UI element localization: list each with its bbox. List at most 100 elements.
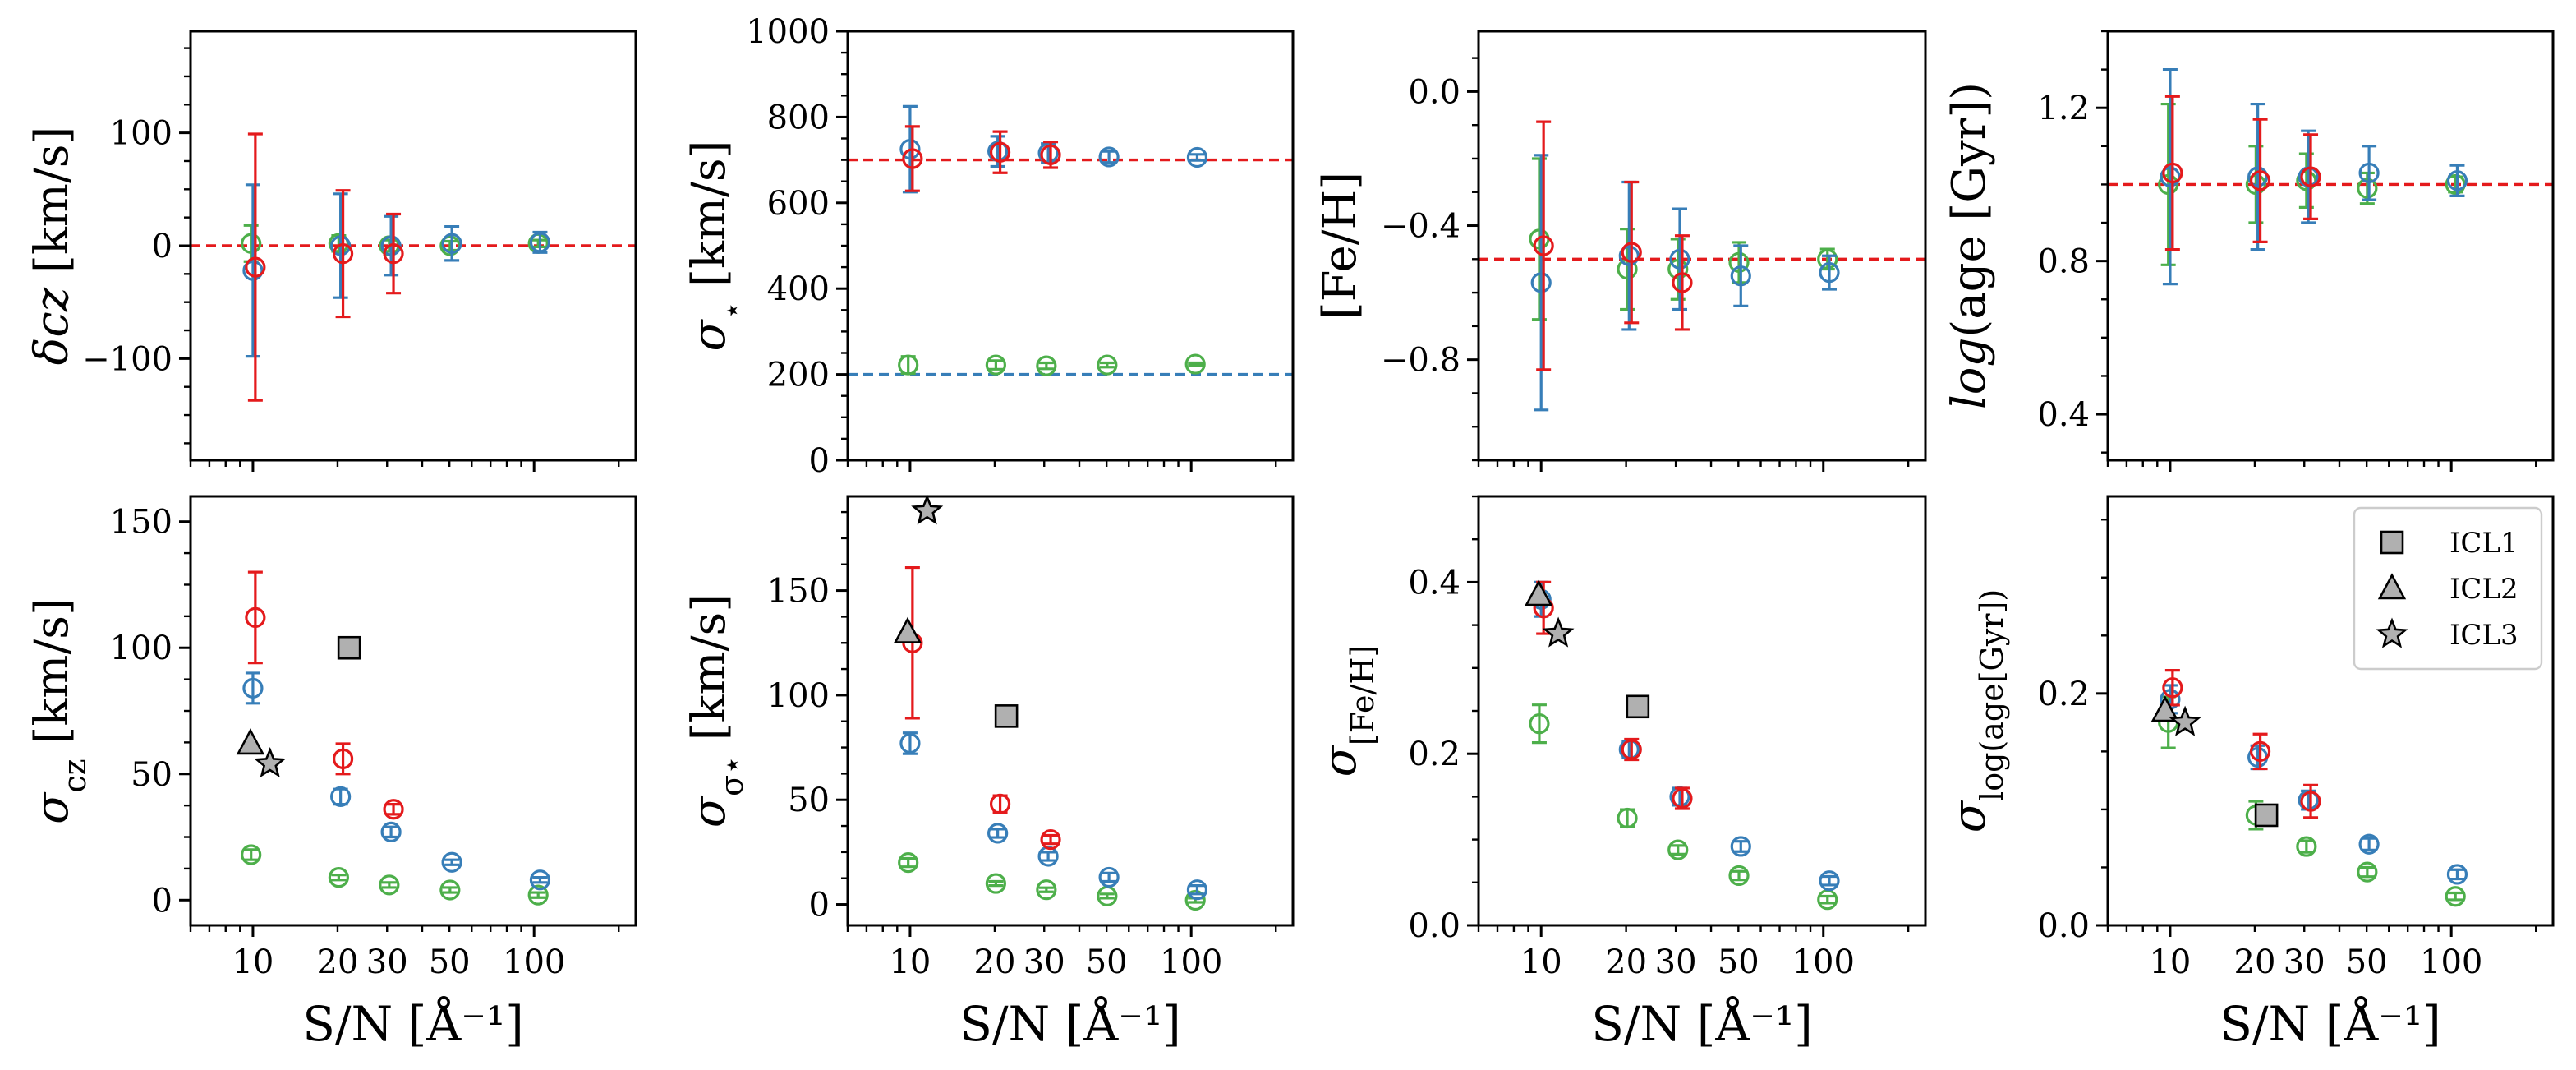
axes-frame: [1477, 30, 1927, 462]
y-tick-label: 1.2: [2037, 90, 2090, 127]
data-point-red: [2249, 170, 2271, 191]
data-point-green: [898, 354, 919, 376]
data-point-green: [2357, 861, 2378, 883]
data-point-blue: [1730, 836, 1751, 857]
axes-frame: [189, 30, 637, 462]
y-axis-label: σlog(age[Gyr]): [1943, 589, 2010, 832]
x-tick-label: 30: [1655, 943, 1697, 981]
ylabel-subscript: [Fe/H]: [1345, 645, 1381, 745]
data-point-red: [1040, 144, 1061, 165]
data-point-green: [379, 874, 400, 896]
ylabel-part: σ: [683, 795, 736, 828]
y-axis-label: σcz [km/s]: [25, 597, 93, 824]
data-point-red: [1621, 739, 1642, 760]
data-point-green: [1817, 248, 1838, 270]
reference-marker-icl2: [236, 728, 265, 755]
data-point-blue: [330, 786, 352, 808]
data-point-blue: [242, 677, 264, 699]
y-tick-label: 150: [110, 504, 172, 542]
panel-sigma-log-age: 10 20 30 50 100 0.0 0.2 σlog(age[Gyr]) S/N [Å⁻¹]…: [1943, 495, 2555, 1052]
axes-frame: [846, 30, 1295, 462]
ylabel-subscript: σ⋆: [714, 755, 750, 796]
data-point-blue: [1819, 870, 1840, 892]
data-point-green: [439, 879, 461, 901]
data-point-green: [985, 354, 1006, 376]
y-tick-label: 0.4: [2037, 396, 2090, 434]
y-tick-label: 200: [767, 357, 830, 394]
y-tick-label: 0: [809, 887, 830, 925]
x-tick-label: 50: [2346, 943, 2388, 981]
data-point-red: [1533, 235, 1554, 256]
legend-marker-icl2: [2377, 573, 2407, 600]
reference-marker-icl1: [2254, 803, 2279, 828]
data-point-red: [2162, 162, 2183, 184]
reference-marker-icl1: [337, 635, 361, 660]
ylabel-part: σ: [1313, 744, 1367, 777]
x-tick-label: 50: [429, 943, 471, 981]
y-tick-label: 0.8: [2037, 243, 2090, 281]
legend-label-icl1: ICL1: [2450, 527, 2518, 560]
data-point-red: [2162, 677, 2183, 699]
data-point-green: [241, 233, 262, 254]
panel-sigma-cz: 10 20 30 50 100 0 50 100 150 σcz [km/s] S/N [Å⁻¹]: [25, 495, 637, 1052]
axes-frame: [1477, 495, 1927, 927]
y-tick-label: 800: [767, 99, 830, 136]
x-tick-label: 100: [2420, 943, 2482, 981]
reference-marker-icl2: [893, 616, 922, 643]
y-tick-label: 0: [809, 442, 830, 480]
data-point-blue: [899, 732, 921, 754]
y-axis-label: [Fe/H]: [1313, 172, 1367, 320]
data-point-green: [439, 235, 461, 256]
data-point-blue: [242, 260, 264, 281]
y-tick-label: 400: [767, 270, 830, 308]
data-point-green: [898, 852, 919, 874]
panel-sigma-fe-h: 10 20 30 50 100 0.0 0.2 0.4 σ[Fe/H] S/N [Å⁻¹]: [1313, 495, 1927, 1052]
y-tick-label: 0.2: [1408, 736, 1460, 773]
panel-fe-h: −0.8 −0.4 0.0 [Fe/H]: [1313, 30, 1927, 472]
y-tick-label: 0: [152, 882, 172, 920]
data-point-blue: [1037, 142, 1059, 164]
ylabel-part: (age [Gyr]): [1943, 82, 1996, 338]
data-point-green: [2357, 178, 2378, 199]
reference-marker-icl3: [1542, 616, 1575, 648]
x-tick-label: 20: [2234, 943, 2276, 981]
panel-log-age: 0.4 0.8 1.2 log(age [Gyr]): [1943, 30, 2555, 472]
ylabel-part: σ: [683, 318, 736, 351]
data-point-blue: [1819, 262, 1840, 284]
data-point-red: [902, 148, 923, 169]
ylabel-part: δcz: [25, 287, 79, 365]
data-point-green: [985, 873, 1006, 894]
x-tick-label: 30: [1024, 943, 1065, 981]
x-tick-label: 30: [366, 943, 408, 981]
y-axis-label: log(age [Gyr]): [1943, 82, 1996, 409]
ylabel-part: [km/s]: [25, 127, 79, 288]
data-point-green: [1184, 353, 1206, 375]
data-point-green: [2445, 886, 2466, 907]
data-point-blue: [2358, 833, 2380, 855]
x-tick-label: 20: [1605, 943, 1647, 981]
x-tick-label: 30: [2284, 943, 2325, 981]
y-tick-label: 0.0: [1408, 907, 1460, 945]
data-point-red: [989, 793, 1011, 814]
axes-frame: [189, 495, 637, 927]
x-tick-label: 20: [317, 943, 359, 981]
data-point-green: [1529, 713, 1550, 735]
y-tick-label: 100: [110, 630, 172, 667]
data-point-green: [241, 844, 262, 865]
data-point-red: [2300, 791, 2321, 812]
data-point-red: [1672, 272, 1693, 293]
y-axis-label: σ[Fe/H]: [1313, 645, 1381, 777]
y-tick-label: 100: [110, 115, 172, 153]
y-tick-label: 0.0: [1408, 73, 1460, 111]
data-point-green: [527, 884, 549, 906]
x-axis-label: S/N [Å⁻¹]: [959, 996, 1180, 1052]
data-point-green: [1184, 889, 1206, 911]
x-tick-label: 100: [503, 943, 565, 981]
reference-marker-icl3: [2169, 705, 2201, 736]
data-point-green: [2245, 173, 2266, 196]
ylabel-subscript: ⋆: [715, 302, 749, 321]
data-point-blue: [380, 821, 402, 842]
reference-marker-icl1: [1626, 694, 1650, 719]
ylabel-part: [km/s]: [683, 141, 736, 302]
y-tick-label: 0.4: [1408, 564, 1460, 602]
